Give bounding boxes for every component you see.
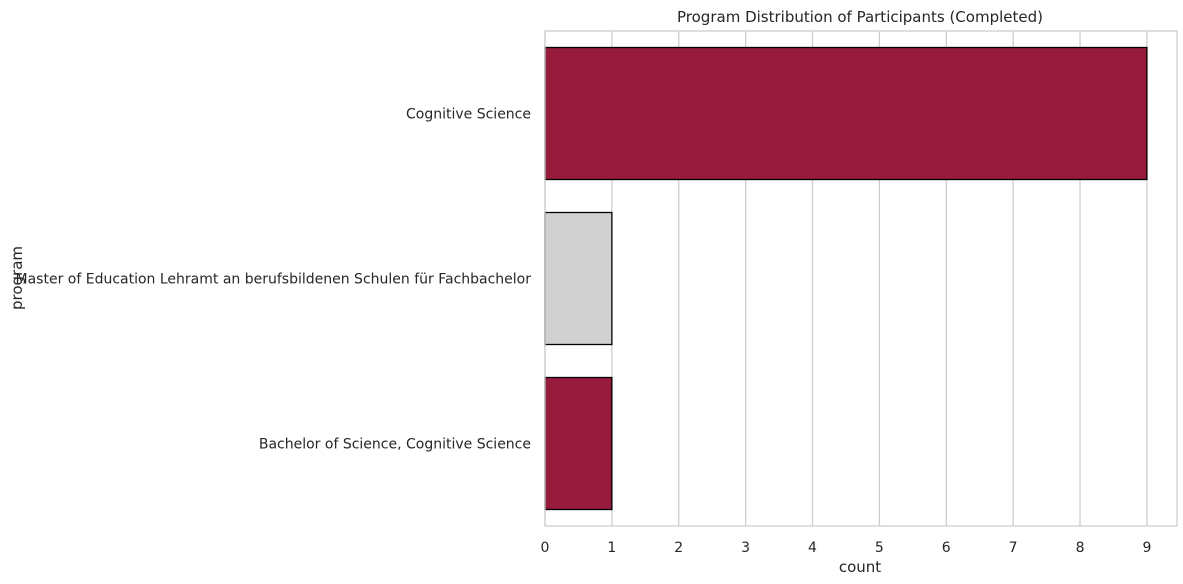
y-axis-label: program: [8, 246, 26, 310]
x-tick-label: 5: [875, 540, 884, 556]
chart-title: Program Distribution of Participants (Co…: [677, 8, 1043, 26]
x-tick-label: 8: [1076, 540, 1085, 556]
bar: [544, 46, 1148, 181]
bars: [544, 46, 1148, 511]
y-tick-label: Master of Education Lehramt an berufsbil…: [16, 272, 532, 288]
x-tick-label: 4: [808, 540, 817, 556]
x-tick-label: 7: [1009, 540, 1018, 556]
plot-frame: [544, 30, 1178, 527]
bar: [544, 376, 613, 511]
y-tick-label: Bachelor of Science, Cognitive Science: [259, 437, 531, 453]
y-tick-label: Cognitive Science: [406, 107, 531, 123]
x-tick-label: 9: [1142, 540, 1151, 556]
x-tick-label: 2: [674, 540, 683, 556]
bar: [544, 211, 613, 346]
x-axis-label: count: [839, 558, 881, 576]
x-tick-label: 3: [741, 540, 750, 556]
y-tick-labels: Cognitive Science Master of Education Leh…: [16, 107, 532, 453]
x-tick-label: 0: [541, 540, 550, 556]
x-tick-label: 1: [607, 540, 616, 556]
x-tick-labels: 0 1 2 3 4 5 6 7 8 9: [541, 540, 1152, 556]
x-tick-label: 6: [942, 540, 951, 556]
